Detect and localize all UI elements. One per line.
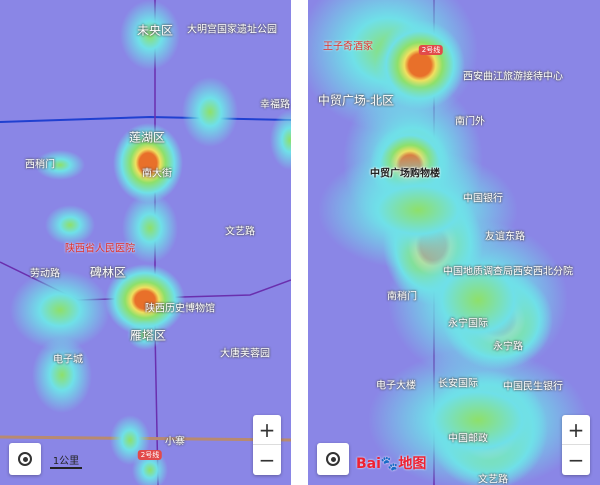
right-heatmap-map[interactable]: 中贸广场-北区 王子奇酒家中贸广场购物楼 南门外中国银行友谊东路 西安曲江旅游接待中心… bbox=[308, 0, 600, 485]
map-label[interactable]: 永宁国际 bbox=[448, 318, 488, 330]
map-label[interactable]: 文艺路 bbox=[225, 226, 255, 238]
map-label[interactable]: 雁塔区 bbox=[129, 328, 167, 343]
map-label[interactable]: 王子奇酒家 bbox=[323, 41, 373, 53]
map-label[interactable]: 南大街 bbox=[142, 168, 172, 180]
heatmap-layer bbox=[308, 0, 588, 485]
map-label[interactable]: 电子大楼 bbox=[376, 380, 416, 392]
locate-button[interactable] bbox=[9, 443, 41, 475]
map-label[interactable]: 中国邮政 bbox=[448, 433, 488, 445]
locate-icon bbox=[18, 452, 32, 466]
metro-line-badge: 2号线 bbox=[418, 45, 444, 55]
map-label[interactable]: 中贸广场-北区 bbox=[317, 93, 395, 108]
zoom-control: + − bbox=[253, 415, 281, 475]
map-label[interactable]: 中国民生银行 bbox=[503, 381, 563, 393]
heat-blob bbox=[368, 350, 588, 485]
map-label[interactable]: 南稍门 bbox=[387, 291, 417, 303]
heat-blob bbox=[113, 123, 183, 203]
baidu-map-logo: Bai🐾地图 bbox=[356, 456, 427, 472]
heat-blob bbox=[35, 150, 85, 180]
locate-button[interactable] bbox=[317, 443, 349, 475]
map-label[interactable]: 劳动路 bbox=[30, 268, 60, 280]
heat-blob bbox=[105, 264, 185, 336]
map-label[interactable]: 小寨 bbox=[165, 436, 185, 448]
map-label[interactable]: 陕西省人民医院 bbox=[65, 243, 135, 255]
heatmap-layer bbox=[0, 0, 291, 485]
zoom-in-button[interactable]: + bbox=[253, 415, 281, 445]
metro-line-badge: 2号线 bbox=[137, 450, 163, 460]
map-label[interactable]: 西稍门 bbox=[25, 159, 55, 171]
map-label[interactable]: 永宁路 bbox=[493, 341, 523, 353]
road-line bbox=[0, 115, 291, 123]
map-label[interactable]: 长安国际 bbox=[438, 378, 478, 390]
map-label[interactable]: 电子城 bbox=[53, 354, 83, 366]
map-label[interactable]: 西安曲江旅游接待中心 bbox=[463, 71, 563, 83]
zoom-out-button[interactable]: − bbox=[258, 448, 276, 472]
heat-blob bbox=[120, 0, 180, 70]
map-label[interactable]: 碑林区 bbox=[89, 265, 127, 280]
map-label[interactable]: 友谊东路 bbox=[485, 231, 525, 243]
heat-blob bbox=[127, 320, 163, 350]
map-label[interactable]: 中贸广场购物楼 bbox=[370, 168, 440, 180]
heat-blob bbox=[270, 110, 291, 170]
scale-bar: 1公里 bbox=[50, 452, 82, 469]
heat-blob bbox=[122, 193, 178, 263]
heat-blob bbox=[45, 205, 95, 245]
map-label[interactable]: 中国银行 bbox=[463, 193, 503, 205]
heat-blob bbox=[388, 220, 568, 380]
map-label[interactable]: 未央区 bbox=[136, 23, 174, 38]
heat-blob bbox=[182, 77, 238, 147]
heat-blob bbox=[32, 337, 92, 413]
locate-icon bbox=[326, 452, 340, 466]
map-label[interactable]: 幸福路 bbox=[260, 99, 290, 111]
map-label[interactable]: 文艺路 bbox=[478, 474, 508, 485]
zoom-in-button[interactable]: + bbox=[562, 415, 590, 445]
map-label[interactable]: 南门外 bbox=[455, 116, 485, 128]
zoom-control: + − bbox=[562, 415, 590, 475]
left-heatmap-map[interactable]: 未央区 大明宫国家遗址公园幸福路莲湖区南大街 西稍门文艺路陕西省人民医院劳动路 碑林区… bbox=[0, 0, 291, 485]
map-label[interactable]: 莲湖区 bbox=[128, 130, 166, 145]
map-label[interactable]: 中国地质调查局西安西北分院 bbox=[443, 266, 573, 278]
map-label[interactable]: 大明宫国家遗址公园 bbox=[187, 24, 277, 36]
map-label[interactable]: 大唐芙蓉园 bbox=[220, 348, 270, 360]
map-label[interactable]: 陕西历史博物馆 bbox=[145, 303, 215, 315]
zoom-out-button[interactable]: − bbox=[567, 448, 585, 472]
heat-blob bbox=[10, 270, 110, 350]
